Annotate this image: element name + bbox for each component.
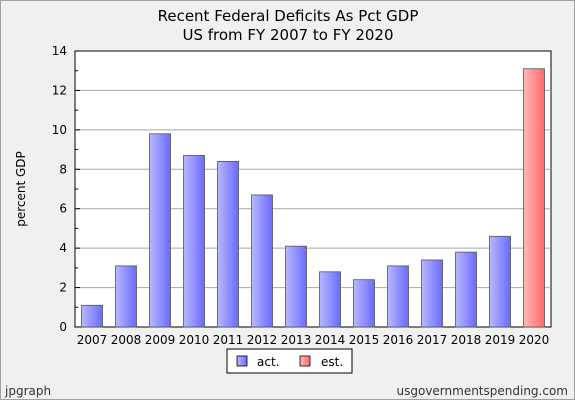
legend-label-est: est.	[321, 355, 343, 369]
bar-act-2007	[81, 304, 103, 328]
x-tick-label: 2010	[179, 333, 210, 347]
bar-act-2017	[421, 259, 443, 328]
y-tick-label: 0	[59, 320, 67, 334]
y-tick-label: 6	[59, 202, 67, 216]
y-tick-label: 10	[52, 123, 67, 137]
legend: act. est.	[226, 348, 353, 374]
x-tick-label: 2015	[349, 333, 380, 347]
x-tick-label: 2016	[383, 333, 414, 347]
chart-subtitle: US from FY 2007 to FY 2020	[182, 26, 393, 44]
y-axis: 0 2 4 6 8 10 12 14	[52, 44, 80, 334]
y-tick-label: 14	[52, 44, 67, 58]
credit-right: usgovernmentspending.com	[396, 384, 569, 398]
y-tick-label: 8	[59, 162, 67, 176]
bar-act-2018	[455, 251, 477, 328]
bar-act-2009	[149, 133, 171, 328]
chart-title: Recent Federal Deficits As Pct GDP	[158, 7, 419, 25]
x-tick-label: 2018	[451, 333, 482, 347]
x-tick-label: 2017	[417, 333, 448, 347]
x-axis: 2007 2008 2009 2010 2011 2012 2013 2014 2015 2016…	[77, 333, 550, 347]
legend-swatch-act	[236, 355, 248, 367]
bar-act-2010	[183, 155, 205, 328]
y-tick-label: 12	[52, 83, 67, 97]
x-tick-label: 2007	[77, 333, 108, 347]
x-tick-label: 2009	[145, 333, 176, 347]
x-tick-label: 2011	[213, 333, 244, 347]
y-axis-label: percent GDP	[14, 151, 28, 227]
legend-box	[226, 348, 353, 374]
bar-act-2015	[353, 279, 375, 328]
bar-act-2008	[115, 265, 137, 328]
bar-act-2011	[217, 160, 239, 328]
x-tick-label: 2014	[315, 333, 346, 347]
y-tick-label: 4	[59, 241, 67, 255]
bar-act-2019	[489, 235, 511, 328]
y-tick-label: 2	[59, 281, 67, 295]
x-tick-label: 2020	[519, 333, 550, 347]
bar-est-2020	[523, 68, 545, 328]
legend-label-act: act.	[257, 355, 279, 369]
credit-left: jpgraph	[5, 384, 52, 398]
x-tick-label: 2019	[485, 333, 516, 347]
legend-swatch-est	[299, 355, 311, 367]
plot-area	[74, 50, 552, 328]
x-tick-label: 2012	[247, 333, 278, 347]
x-tick-label: 2008	[111, 333, 142, 347]
bars-layer	[81, 68, 545, 328]
x-tick-label: 2013	[281, 333, 312, 347]
bar-act-2013	[285, 245, 307, 328]
bar-act-2014	[319, 271, 341, 328]
bar-act-2012	[251, 194, 273, 328]
bar-act-2016	[387, 265, 409, 328]
